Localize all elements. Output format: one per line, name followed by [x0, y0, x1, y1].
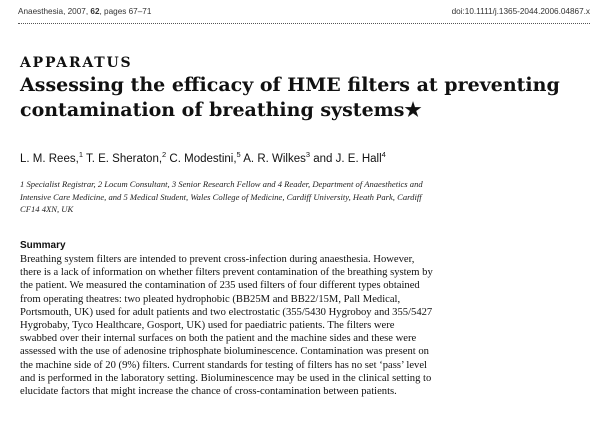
author-1[interactable]: L. M. Rees,1 [20, 150, 83, 165]
doi-link[interactable]: doi:10.1111/j.1365-2044.2006.04867.x [451, 7, 590, 16]
author-affiliation-marker: 4 [381, 150, 386, 159]
journal-citation: Anaesthesia, 2007, 62, pages 67–71 [18, 7, 151, 16]
title-line-2: contamination of breathing systems★ [20, 99, 422, 121]
author-2[interactable]: T. E. Sheraton,2 [82, 150, 167, 165]
summary-line: assessed with the use of adenosine triph… [20, 346, 429, 358]
journal-name: Anaesthesia, 2007, [18, 7, 91, 16]
affiliations: 1 Specialist Registrar, 2 Locum Consulta… [20, 178, 588, 216]
summary-line: and is performed in the laboratory setti… [20, 372, 432, 384]
author-5[interactable]: and J. E. Hall4 [310, 150, 386, 165]
author-affiliation-marker: 1 [78, 150, 83, 159]
author-name: A. R. Wilkes [240, 152, 306, 165]
affiliation-line-3: CF14 4XN, UK [20, 204, 74, 214]
summary-line: the patient. We measured the contaminati… [20, 280, 420, 292]
author-4[interactable]: A. R. Wilkes3 [240, 150, 311, 165]
running-head: Anaesthesia, 2007, 62, pages 67–71 doi:1… [18, 7, 590, 24]
summary-line: swabbed over their internal surfaces on … [20, 333, 417, 345]
summary-line: Hygrobaby, Tyco Healthcare, Gosport, UK)… [20, 320, 395, 332]
author-list: L. M. Rees,1 T. E. Sheraton,2 C. Modesti… [20, 150, 386, 165]
summary-line: elucidate factors that might increase th… [20, 386, 397, 398]
summary-heading: Summary [20, 240, 66, 251]
summary-line: the machine side of 20 (9%) filters. Cur… [20, 359, 427, 371]
summary-body: Breathing system filters are intended to… [20, 253, 590, 398]
affiliation-line-2: Intensive Care Medicine, and 5 Medical S… [20, 191, 422, 202]
author-affiliation-marker: 5 [236, 150, 241, 159]
journal-pages: , pages 67–71 [99, 7, 152, 16]
author-name: and J. E. Hall [310, 152, 382, 165]
summary-line: from operating theatres: two pleated hyd… [20, 293, 401, 305]
summary-line: Breathing system filters are intended to… [20, 254, 415, 265]
title-line-1: Assessing the efficacy of HME filters at… [20, 74, 560, 96]
section-label: APPARATUS [20, 55, 133, 71]
author-name: T. E. Sheraton, [82, 152, 163, 165]
summary-line: there is a lack of information on whethe… [20, 267, 433, 279]
author-name: L. M. Rees, [20, 152, 79, 165]
author-affiliation-marker: 2 [162, 150, 167, 159]
author-name: C. Modestini, [166, 152, 237, 165]
journal-volume: 62 [90, 7, 100, 16]
summary-line: Portsmouth, UK) used for adult patients … [20, 306, 433, 318]
affiliation-line-1: 1 Specialist Registrar, 2 Locum Consulta… [20, 179, 423, 189]
article-title: Assessing the efficacy of HME filters at… [20, 73, 590, 123]
author-affiliation-marker: 3 [305, 150, 311, 159]
author-3[interactable]: C. Modestini,5 [166, 150, 241, 165]
